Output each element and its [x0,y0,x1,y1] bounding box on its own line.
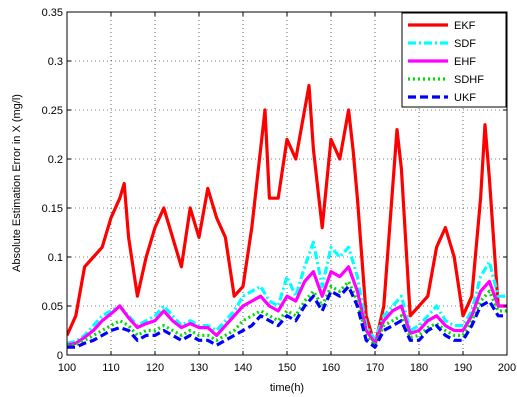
grid [67,12,507,355]
x-tick-label: 180 [410,362,428,374]
ticks: 100 110 120 130 140 150 160 170 180 190 200 0 0.05 0.… [42,7,517,374]
x-tick-label: 200 [498,362,516,374]
legend-label-ekf: EKF [454,20,476,32]
y-tick-label: 0.3 [48,56,63,68]
legend-label-ehf: EHF [454,56,476,68]
series-layer [67,83,507,349]
y-tick-label: 0 [57,350,63,362]
legend-label-sdf: SDF [454,38,476,50]
y-tick-label: 0.1 [48,252,63,264]
legend-label-ukf: UKF [454,92,476,104]
x-tick-label: 160 [322,362,340,374]
legend-label-sdhf: SDHF [454,74,484,86]
y-tick-label: 0.05 [42,301,63,313]
y-tick-label: 0.25 [42,105,63,117]
x-axis-label: time(h) [270,382,304,394]
x-tick-label: 190 [454,362,472,374]
x-tick-label: 170 [366,362,384,374]
y-tick-label: 0.15 [42,203,63,215]
x-tick-label: 100 [58,362,76,374]
x-tick-label: 140 [234,362,252,374]
x-tick-label: 150 [278,362,296,374]
x-tick-label: 130 [190,362,208,374]
y-tick-label: 0.35 [42,7,63,19]
series-line-ukf [67,284,507,349]
x-tick-label: 120 [146,362,164,374]
series-line-ekf [67,83,507,347]
y-tick-label: 0.2 [48,154,63,166]
x-tick-label: 110 [102,362,120,374]
y-axis-label: Absolute Estimation Error in X (mg/l) [11,94,23,272]
series-line-ehf [67,265,507,347]
legend: EKF SDF EHF SDHF UKF [401,12,507,108]
series-line-sdhf [67,279,507,347]
